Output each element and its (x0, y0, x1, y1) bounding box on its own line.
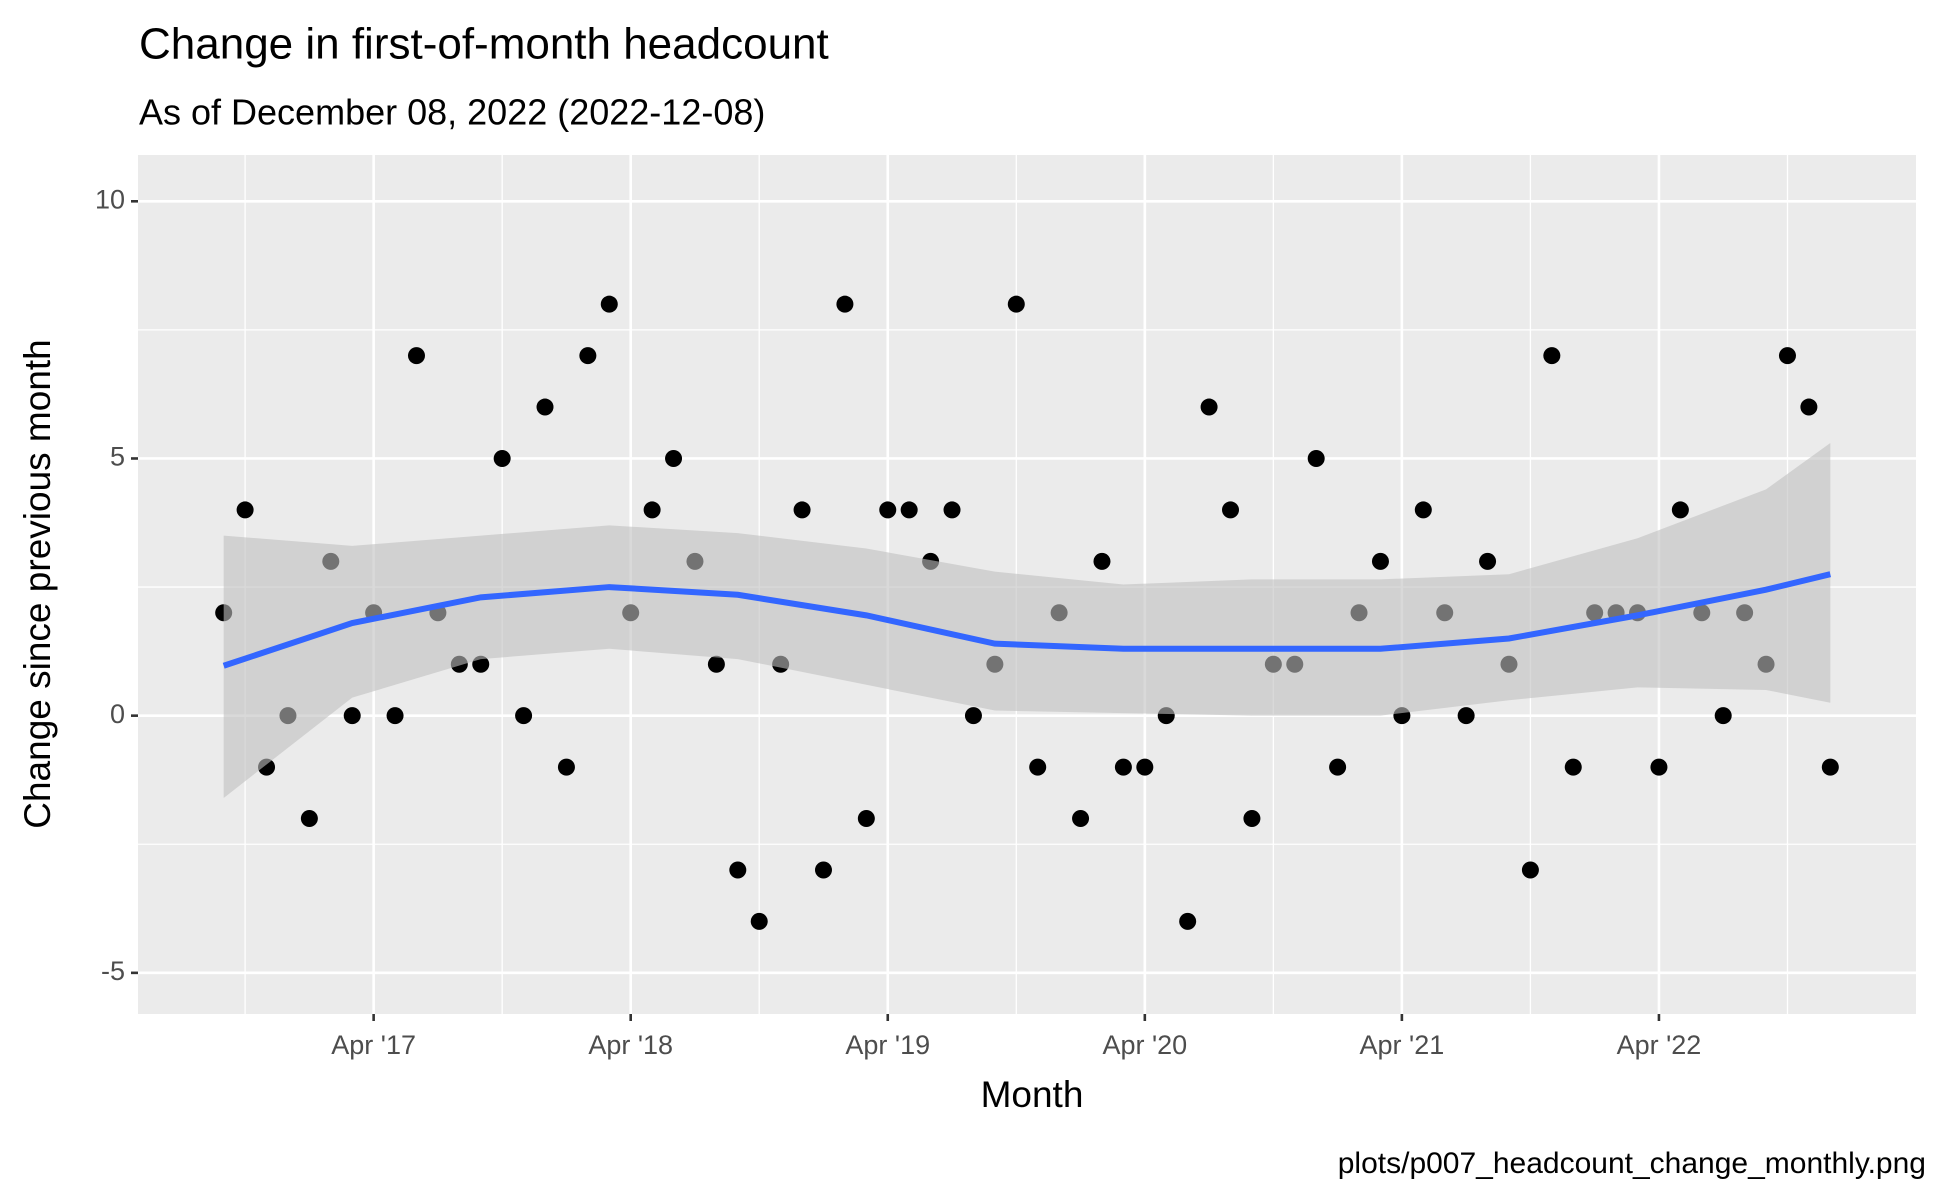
x-tick-label: Apr '19 (845, 1030, 930, 1060)
point (343, 707, 361, 725)
x-tick-label: Apr '18 (588, 1030, 673, 1060)
point (1650, 758, 1668, 776)
point (1072, 810, 1090, 828)
point (300, 810, 318, 828)
point (579, 347, 597, 365)
x-tick-label: Apr '17 (331, 1030, 416, 1060)
point (1007, 295, 1025, 313)
point (1479, 552, 1497, 570)
point (1136, 758, 1154, 776)
y-tick-label: 10 (95, 184, 125, 214)
point (1200, 398, 1218, 416)
point (814, 861, 832, 879)
point (1329, 758, 1347, 776)
point (1179, 912, 1197, 930)
point (1414, 501, 1432, 519)
point (407, 347, 425, 365)
point (943, 501, 961, 519)
point (386, 707, 404, 725)
y-axis-label: Change since previous month (17, 339, 58, 829)
point (857, 810, 875, 828)
point (1543, 347, 1561, 365)
point (1564, 758, 1582, 776)
point (879, 501, 897, 519)
chart-title: Change in first-of-month headcount (139, 20, 829, 69)
x-axis-label: Month (981, 1074, 1084, 1115)
x-tick-label: Apr '22 (1617, 1030, 1702, 1060)
point (729, 861, 747, 879)
point (1778, 347, 1796, 365)
y-tick-label: 5 (110, 442, 125, 472)
point (643, 501, 661, 519)
point (236, 501, 254, 519)
point (1821, 758, 1839, 776)
point (707, 655, 725, 673)
point (900, 501, 918, 519)
point (1222, 501, 1240, 519)
x-tick-label: Apr '21 (1360, 1030, 1445, 1060)
point (964, 707, 982, 725)
confidence-band (223, 443, 1831, 798)
point (1457, 707, 1475, 725)
point (1521, 861, 1539, 879)
caption: plots/p007_headcount_change_monthly.png (1338, 1147, 1926, 1180)
point (793, 501, 811, 519)
point (665, 449, 683, 467)
point (1307, 449, 1325, 467)
point (1800, 398, 1818, 416)
point (1671, 501, 1689, 519)
point (557, 758, 575, 776)
point (536, 398, 554, 416)
x-tick-label: Apr '20 (1102, 1030, 1187, 1060)
chart-subtitle: As of December 08, 2022 (2022-12-08) (139, 92, 765, 133)
smooth-line (222, 571, 1832, 669)
point (600, 295, 618, 313)
y-tick-label: 0 (110, 699, 125, 729)
point (1714, 707, 1732, 725)
point (1093, 552, 1111, 570)
point (750, 912, 768, 930)
point (493, 449, 511, 467)
y-tick-label: -5 (101, 956, 125, 986)
point (1114, 758, 1132, 776)
point (515, 707, 533, 725)
point (836, 295, 854, 313)
point (1029, 758, 1047, 776)
point (1371, 552, 1389, 570)
point (1243, 810, 1261, 828)
